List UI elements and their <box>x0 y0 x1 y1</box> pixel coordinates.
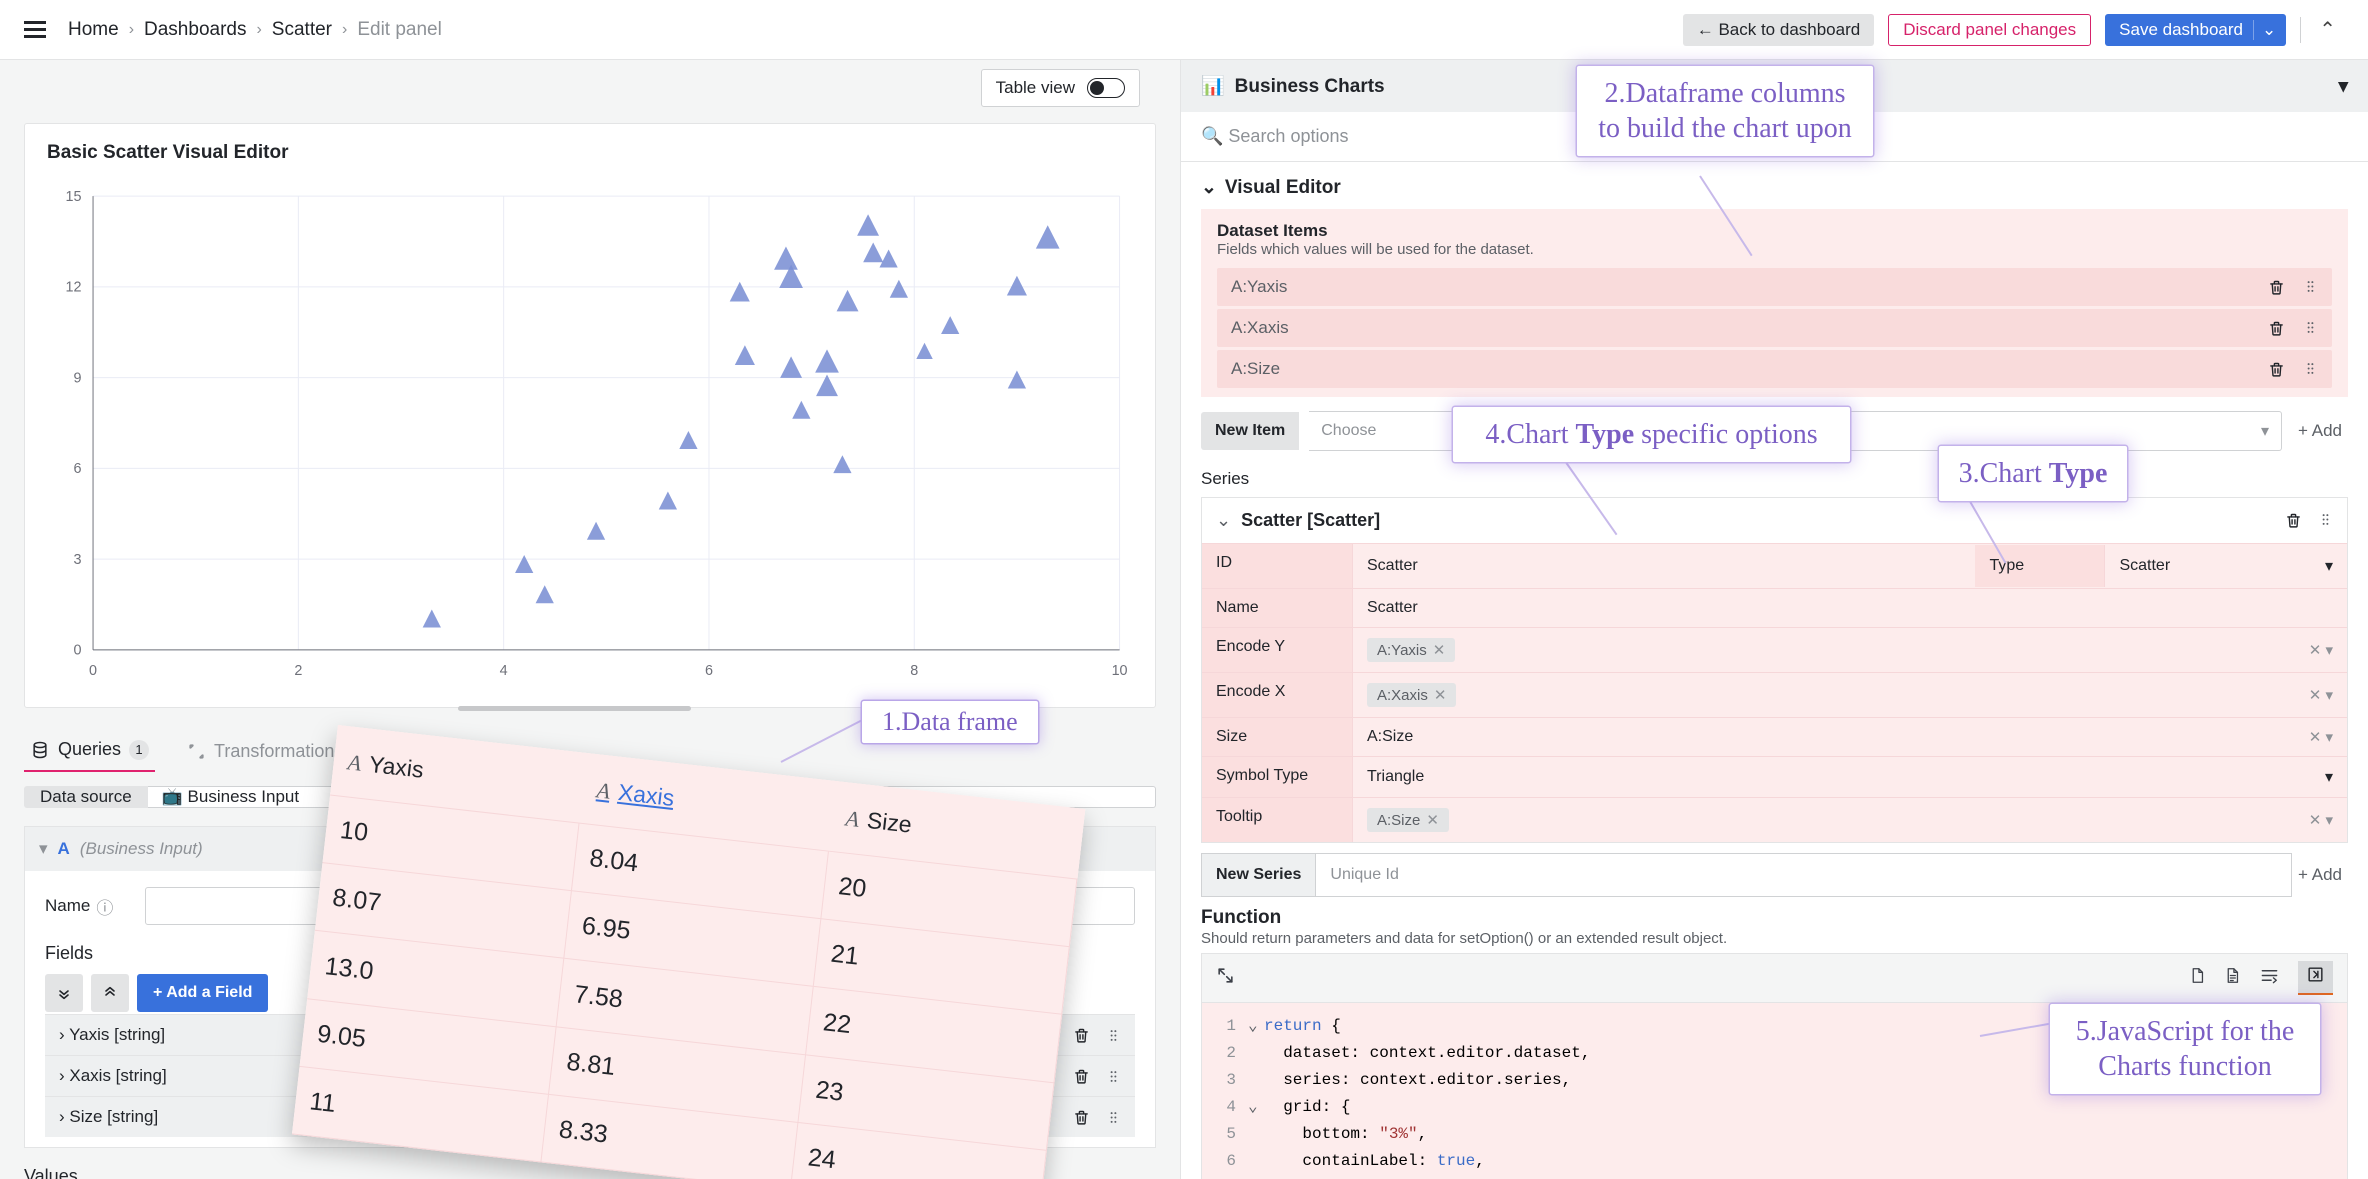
svg-text:9: 9 <box>74 370 82 386</box>
svg-text:0: 0 <box>74 643 82 659</box>
svg-text:0: 0 <box>89 663 97 679</box>
svg-text:6: 6 <box>74 461 82 477</box>
svg-text:8: 8 <box>910 663 918 679</box>
svg-text:15: 15 <box>66 189 82 205</box>
svg-text:12: 12 <box>66 280 82 296</box>
svg-text:10: 10 <box>1112 663 1128 679</box>
svg-text:4: 4 <box>500 663 508 679</box>
svg-text:2: 2 <box>294 663 302 679</box>
svg-text:6: 6 <box>705 663 713 679</box>
svg-text:3: 3 <box>74 552 82 568</box>
